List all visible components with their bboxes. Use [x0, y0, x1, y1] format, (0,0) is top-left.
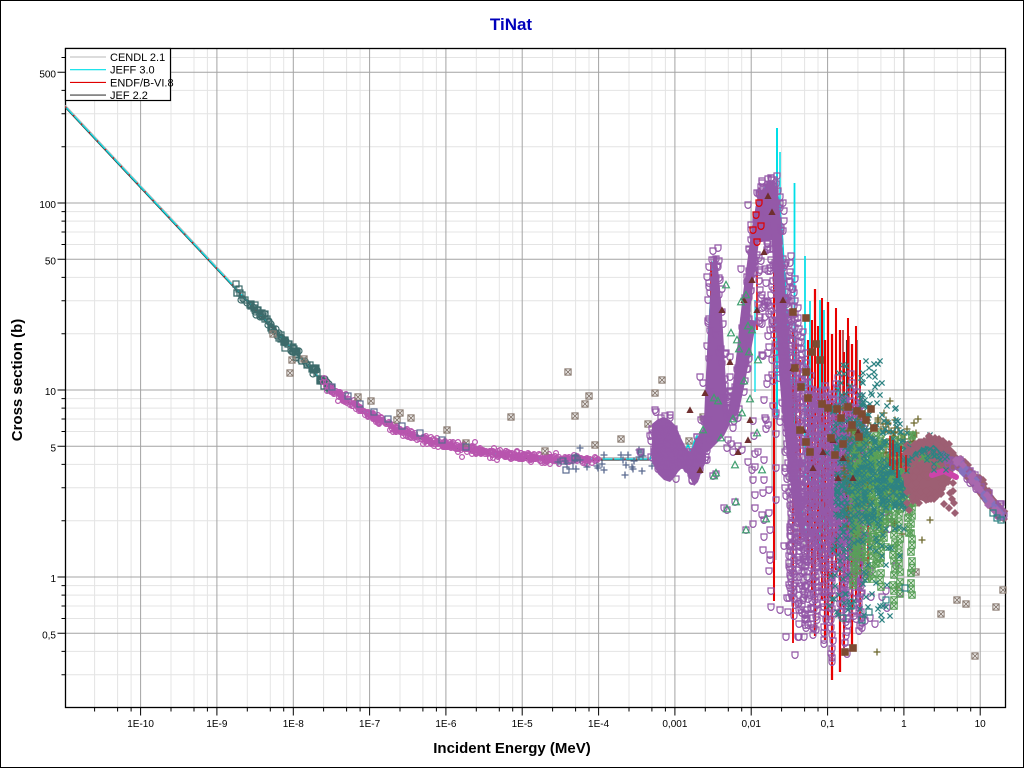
svg-text:1E-9: 1E-9: [206, 719, 228, 730]
svg-text:50: 50: [45, 256, 57, 267]
svg-text:1E-8: 1E-8: [283, 719, 305, 730]
svg-text:0,01: 0,01: [741, 719, 761, 730]
svg-text:CENDL 2.1: CENDL 2.1: [110, 52, 165, 64]
svg-text:100: 100: [39, 200, 56, 211]
svg-text:ENDF/B-VI.8: ENDF/B-VI.8: [110, 77, 174, 89]
svg-text:500: 500: [39, 69, 56, 80]
svg-text:1E-5: 1E-5: [512, 719, 534, 730]
svg-text:10: 10: [45, 387, 57, 398]
svg-text:0,001: 0,001: [662, 719, 687, 730]
svg-text:Incident Energy (MeV): Incident Energy (MeV): [433, 740, 591, 757]
svg-text:0,5: 0,5: [42, 630, 56, 641]
svg-text:JEF 2.2: JEF 2.2: [110, 90, 148, 102]
svg-text:1: 1: [50, 574, 56, 585]
svg-text:5: 5: [50, 443, 56, 454]
svg-text:TiNat: TiNat: [490, 15, 533, 34]
svg-text:10: 10: [975, 719, 987, 730]
svg-text:1E-4: 1E-4: [588, 719, 610, 730]
svg-text:1E-7: 1E-7: [359, 719, 381, 730]
svg-text:Cross section (b): Cross section (b): [9, 319, 26, 442]
svg-text:JEFF 3.0: JEFF 3.0: [110, 65, 155, 77]
svg-text:1E-10: 1E-10: [127, 719, 154, 730]
svg-text:1: 1: [901, 719, 907, 730]
svg-text:1E-6: 1E-6: [435, 719, 457, 730]
svg-text:0,1: 0,1: [821, 719, 835, 730]
